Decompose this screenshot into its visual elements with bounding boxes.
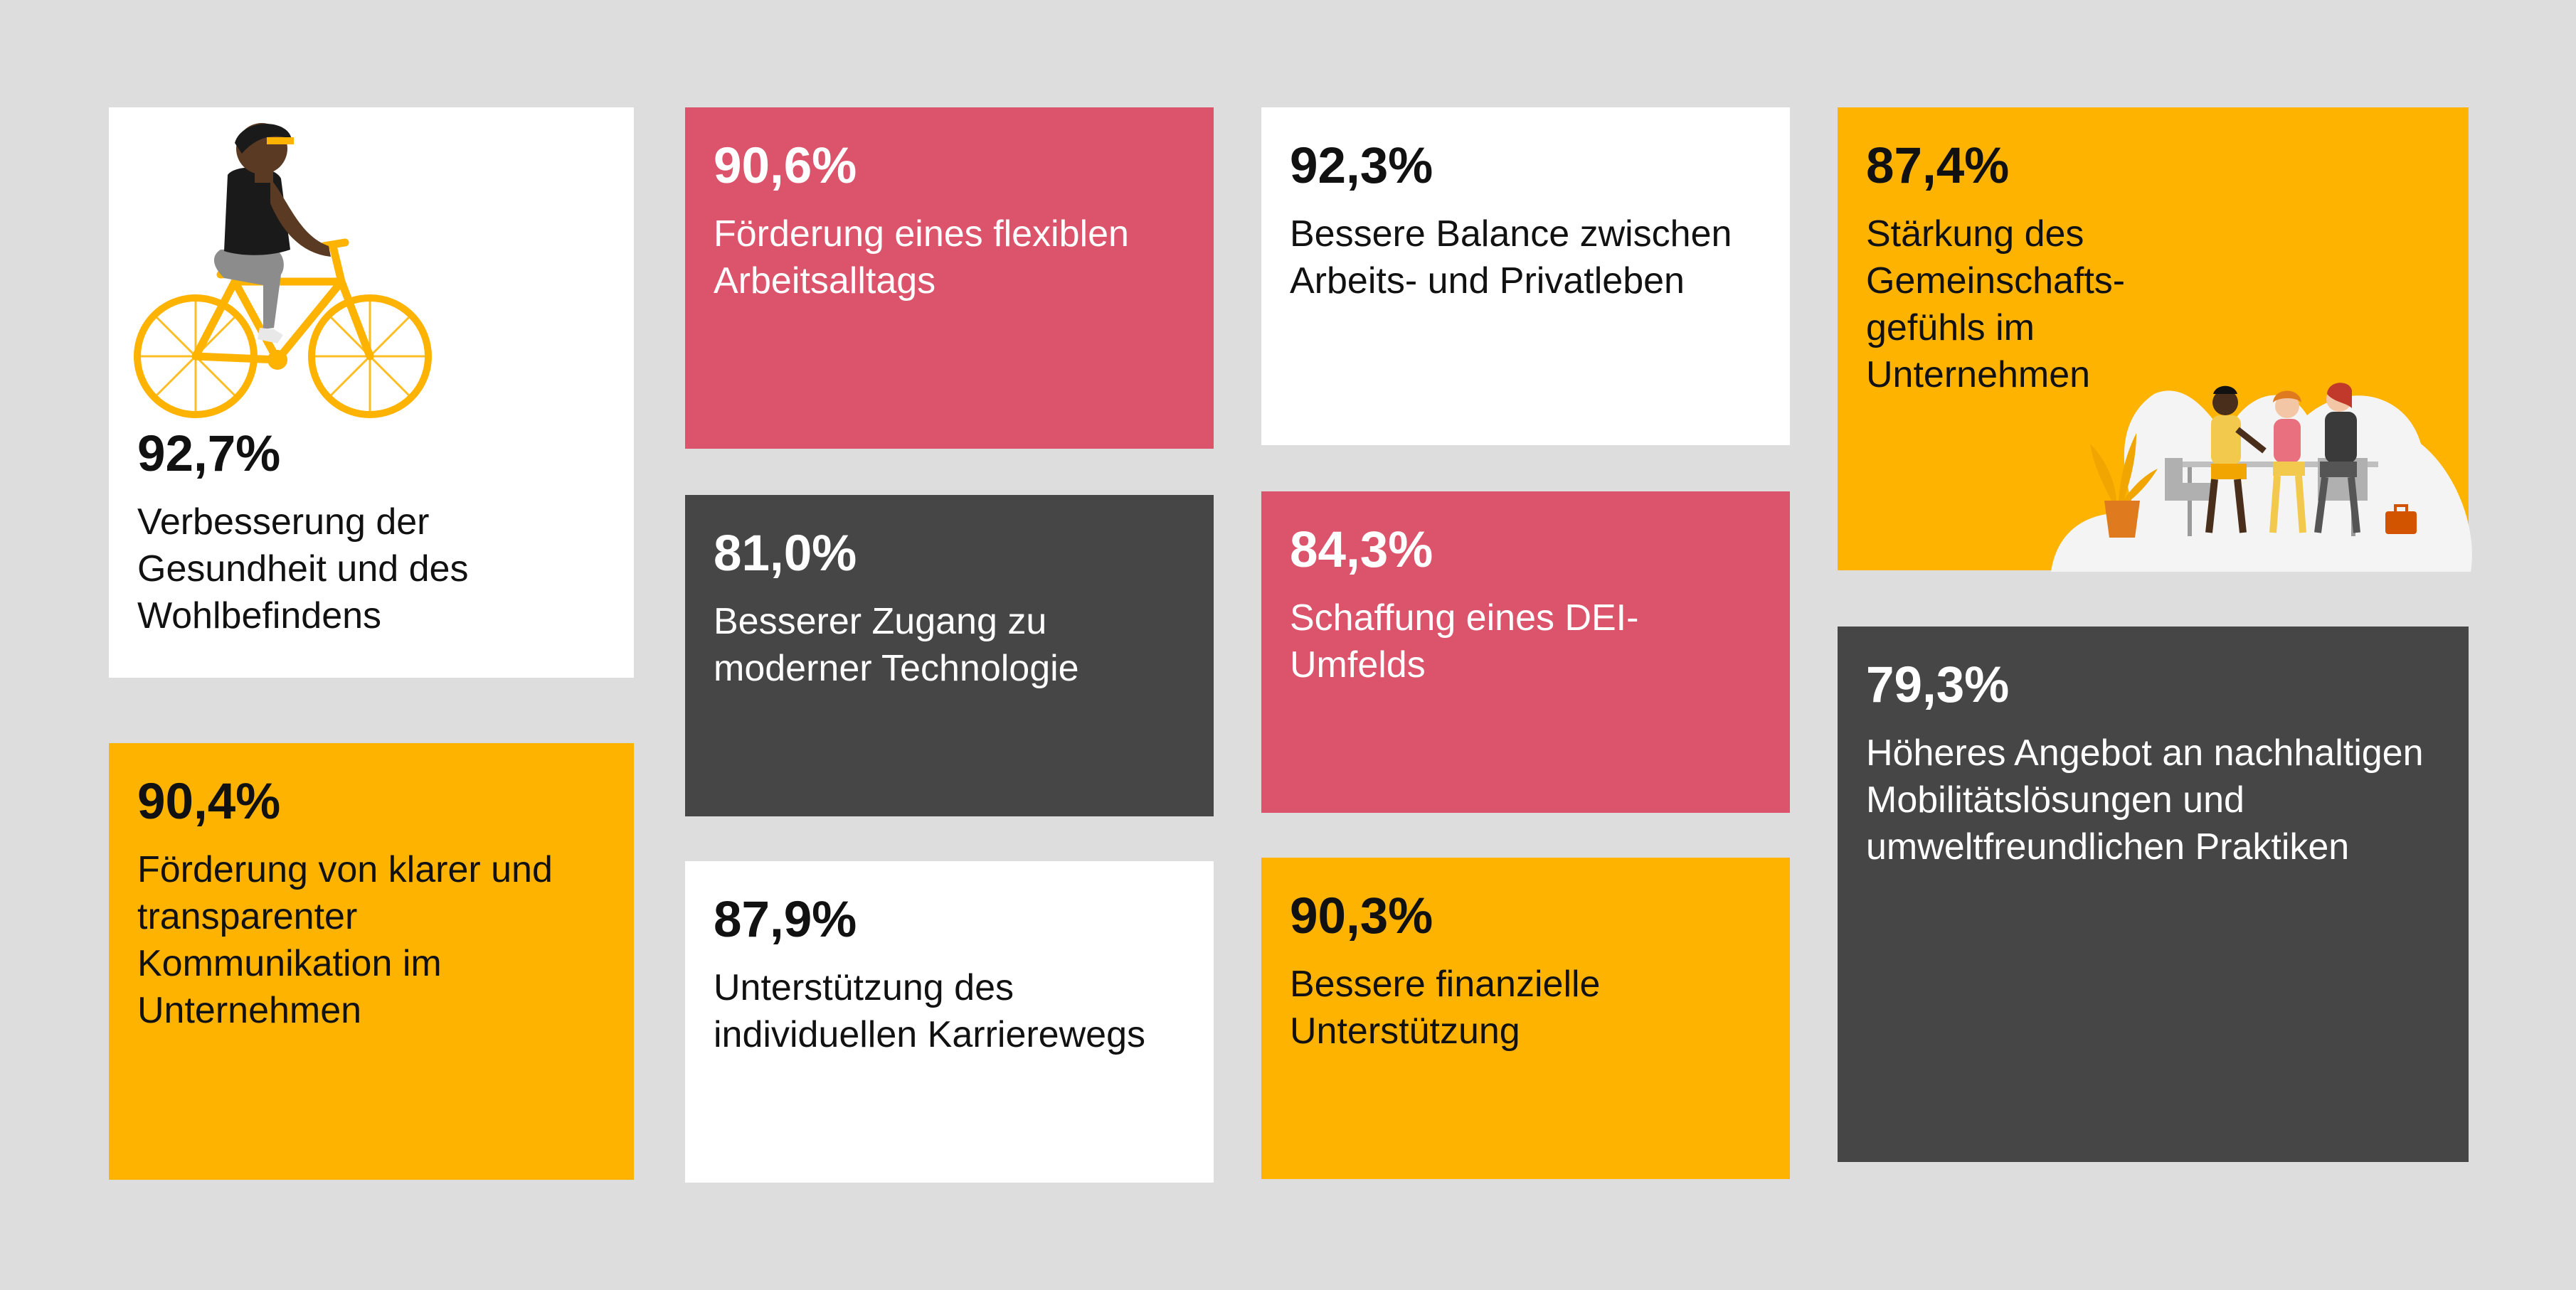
card-dei-label: Schaffung eines DEI-Umfelds: [1290, 597, 1639, 686]
card-communication-percentage: 90,4%: [137, 774, 281, 830]
card-health-percentage: 92,7%: [137, 426, 281, 482]
card-technology-label: Besserer Zugang zu moderner Technologie: [714, 601, 1079, 689]
card-health: 92,7% Verbesserung der Gesundheit und de…: [109, 107, 634, 678]
card-finance: 90,3% Bessere finanzielle Unterstützung: [1261, 858, 1790, 1179]
card-communication-label: Förderung von klarer und transparenter K…: [137, 849, 553, 1031]
card-technology-percentage: 81,0%: [714, 526, 857, 582]
team-meeting-icon: [2051, 383, 2472, 572]
card-technology: 81,0% Besserer Zugang zu moderner Techno…: [685, 495, 1214, 816]
card-dei-percentage: 84,3%: [1290, 522, 1433, 578]
card-mobility: 79,3% Höheres Angebot an nachhaltigen Mo…: [1838, 627, 2469, 1162]
card-community-label: Stärkung des Gemeinschafts-gefühls im Un…: [1866, 213, 2126, 395]
card-flexible-label: Förderung eines flexiblen Arbeitsalltags: [714, 213, 1129, 302]
card-community-percentage: 87,4%: [1866, 138, 2010, 194]
card-mobility-percentage: 79,3%: [1866, 657, 2010, 713]
card-balance-percentage: 92,3%: [1290, 138, 1433, 194]
card-finance-label: Bessere finanzielle Unterstützung: [1290, 964, 1601, 1052]
card-balance: 92,3% Bessere Balance zwischen Arbeits- …: [1261, 107, 1790, 445]
card-career: 87,9% Unterstützung des individuellen Ka…: [685, 861, 1214, 1183]
card-career-percentage: 87,9%: [714, 892, 857, 948]
card-flexible: 90,6% Förderung eines flexiblen Arbeitsa…: [685, 107, 1214, 449]
card-flexible-percentage: 90,6%: [714, 138, 857, 194]
cyclist-icon: [134, 123, 432, 418]
card-mobility-label: Höheres Angebot an nachhaltigen Mobilitä…: [1866, 732, 2424, 868]
card-dei: 84,3% Schaffung eines DEI-Umfelds: [1261, 491, 1790, 813]
card-career-label: Unterstützung des individuellen Karriere…: [714, 967, 1145, 1055]
card-health-label: Verbesserung der Gesundheit und des Wohl…: [137, 501, 469, 636]
card-finance-percentage: 90,3%: [1290, 888, 1433, 944]
card-communication: 90,4% Förderung von klarer und transpare…: [109, 743, 634, 1180]
card-community: 87,4% Stärkung des Gemeinschafts-gefühls…: [1838, 107, 2472, 572]
card-balance-label: Bessere Balance zwischen Arbeits- und Pr…: [1290, 213, 1732, 302]
